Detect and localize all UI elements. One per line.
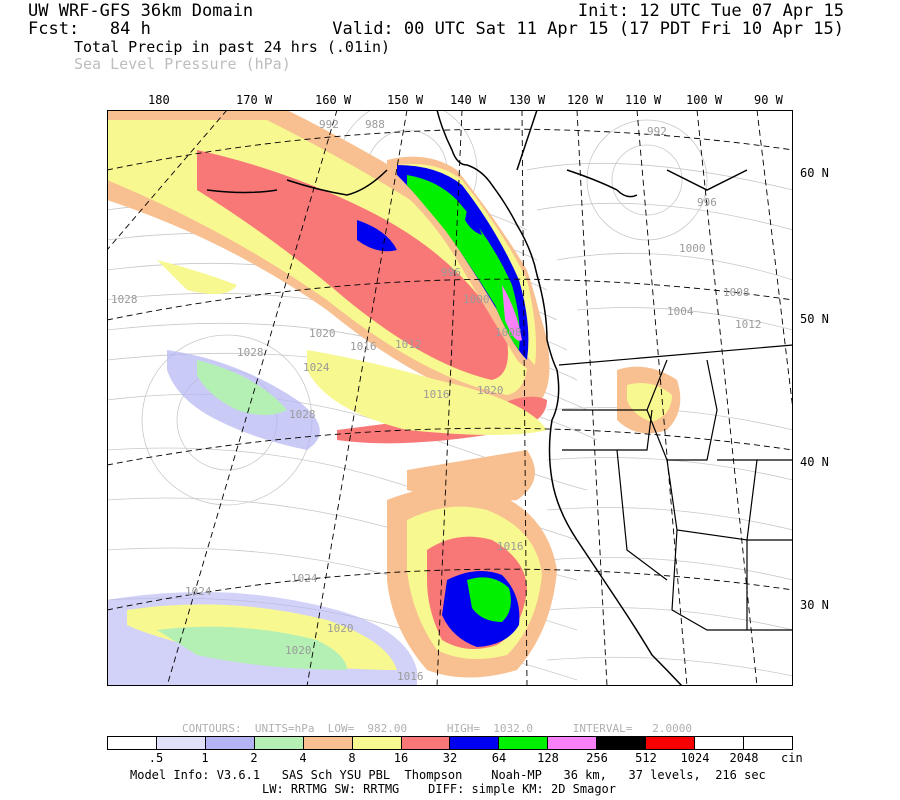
colorbar-tick-label: 256 bbox=[586, 751, 608, 765]
political-borders bbox=[558, 344, 793, 631]
graticule bbox=[107, 110, 793, 686]
pressure-label: 1008 bbox=[723, 286, 750, 299]
pressure-label: 988 bbox=[365, 118, 385, 131]
colorbar-segment bbox=[352, 737, 402, 749]
lon-label-150w: 150 W bbox=[387, 93, 424, 107]
colorbar-unit: cin bbox=[781, 751, 803, 765]
colorbar-tick-label: .5 bbox=[148, 751, 164, 765]
coastlines bbox=[206, 110, 748, 686]
precip-north-band bbox=[107, 110, 550, 502]
pressure-label: 996 bbox=[441, 266, 461, 279]
colorbar-segment bbox=[450, 737, 500, 749]
pressure-label: 1024 bbox=[303, 361, 330, 374]
model-info-line-2: LW: RRTMG SW: RRTMG DIFF: simple KM: 2D … bbox=[262, 782, 617, 796]
forecast-hour: Fcst: 84 h bbox=[28, 19, 151, 39]
colorbar-segment bbox=[108, 737, 157, 749]
pressure-label: 1012 bbox=[395, 338, 422, 351]
precip-pacific-light bbox=[167, 350, 681, 450]
precip-coastal-band bbox=[387, 156, 547, 374]
colorbar-segment bbox=[254, 737, 304, 749]
secondary-field-label: Sea Level Pressure (hPa) bbox=[74, 55, 291, 73]
colorbar-segment bbox=[303, 737, 353, 749]
pressure-label: 1016 bbox=[497, 540, 524, 553]
colorbar-tick-label: 16 bbox=[393, 751, 409, 765]
pressure-label: 1000 bbox=[679, 242, 706, 255]
lat-label-30n: 30 N bbox=[800, 598, 829, 612]
lon-label-160w: 160 W bbox=[315, 93, 352, 107]
colorbar-segment bbox=[499, 737, 549, 749]
colorbar-tick-label: 512 bbox=[635, 751, 657, 765]
colorbar-segment bbox=[401, 737, 451, 749]
colorbar-tick-label: 1 bbox=[201, 751, 209, 765]
colorbar-tick-label: 1024 bbox=[680, 751, 710, 765]
lon-label-170w: 170 W bbox=[236, 93, 273, 107]
lat-label-60n: 60 N bbox=[800, 166, 829, 180]
lon-label-120w: 120 W bbox=[567, 93, 604, 107]
precip-map: 992 988 992 996 1000 1004 1012 1008 996 … bbox=[107, 110, 793, 686]
pressure-label: 1020 bbox=[285, 644, 312, 657]
pressure-labels: 992 988 992 996 1000 1004 1012 1008 996 … bbox=[111, 118, 762, 683]
contour-info: CONTOURS: UNITS=hPa LOW= 982.00 HIGH= 10… bbox=[182, 722, 692, 735]
colorbar-segment bbox=[548, 737, 598, 749]
precip-subtropical-low bbox=[107, 486, 557, 686]
colorbar-segment bbox=[646, 737, 696, 749]
pressure-label: 1016 bbox=[350, 340, 377, 353]
model-info-line-1: Model Info: V3.6.1 SAS Sch YSU PBL Thomp… bbox=[130, 768, 766, 782]
pressure-label: 1024 bbox=[185, 585, 212, 598]
pressure-label: 1020 bbox=[327, 622, 354, 635]
lon-label-180: 180 bbox=[148, 93, 170, 107]
pressure-label: 1004 bbox=[667, 305, 694, 318]
valid-time: Valid: 00 UTC Sat 11 Apr 15 (17 PDT Fri … bbox=[332, 19, 844, 39]
pressure-label: 1024 bbox=[291, 572, 318, 585]
pressure-label: 1028 bbox=[289, 408, 316, 421]
map-title: UW WRF-GFS 36km Domain bbox=[28, 1, 254, 21]
pressure-label: 992 bbox=[319, 118, 339, 131]
colorbar-tick-label: 128 bbox=[537, 751, 559, 765]
lat-label-40n: 40 N bbox=[800, 455, 829, 469]
pressure-label: 996 bbox=[697, 196, 717, 209]
pressure-label: 1028 bbox=[111, 293, 138, 306]
lon-label-110w: 110 W bbox=[625, 93, 662, 107]
pressure-label: 992 bbox=[647, 125, 667, 138]
colorbar-segment bbox=[205, 737, 255, 749]
pressure-label: 1016 bbox=[423, 388, 450, 401]
lat-label-50n: 50 N bbox=[800, 312, 829, 326]
pressure-label: 1016 bbox=[397, 670, 424, 683]
colorbar-tick-label: 4 bbox=[299, 751, 307, 765]
colorbar-tick-label: 32 bbox=[442, 751, 458, 765]
lon-label-130w: 130 W bbox=[509, 93, 546, 107]
init-time: Init: 12 UTC Tue 07 Apr 15 bbox=[577, 1, 844, 21]
primary-field-label: Total Precip in past 24 hrs (.01in) bbox=[74, 38, 391, 56]
pressure-label: 1020 bbox=[309, 327, 336, 340]
colorbar-tick-label: 2048 bbox=[729, 751, 759, 765]
colorbar-tick-label: 2 bbox=[250, 751, 258, 765]
precip-colorbar bbox=[107, 736, 793, 750]
colorbar-segment bbox=[597, 737, 647, 749]
lon-label-100w: 100 W bbox=[686, 93, 723, 107]
colorbar-tick-label: 8 bbox=[348, 751, 356, 765]
pressure-label: 1028 bbox=[237, 346, 264, 359]
colorbar-segment bbox=[695, 737, 744, 749]
map-frame bbox=[107, 110, 793, 686]
lon-label-140w: 140 W bbox=[450, 93, 487, 107]
pressure-label: 1020 bbox=[477, 384, 504, 397]
pressure-label: 1012 bbox=[735, 318, 762, 331]
colorbar-segment bbox=[156, 737, 206, 749]
pressure-label: 1008 bbox=[495, 326, 522, 339]
pressure-label: 1000 bbox=[463, 293, 490, 306]
colorbar-segment bbox=[743, 737, 792, 749]
colorbar-tick-label: 64 bbox=[491, 751, 507, 765]
lon-label-90w: 90 W bbox=[754, 93, 783, 107]
